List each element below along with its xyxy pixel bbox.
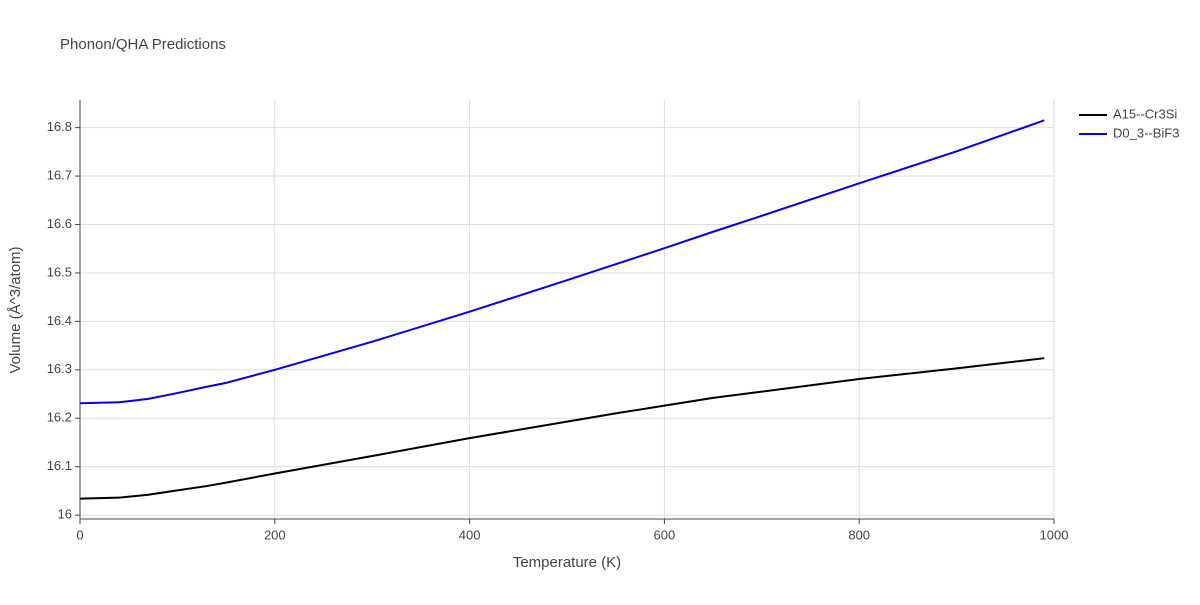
x-tick-label: 400 <box>459 527 481 542</box>
legend-label: D0_3--BiF3 <box>1113 125 1179 140</box>
y-tick-label: 16.5 <box>47 264 72 279</box>
y-tick-label: 16.8 <box>47 119 72 134</box>
line-series <box>79 119 1045 405</box>
x-tick-label: 600 <box>654 527 676 542</box>
y-axis-label: Volume (Å^3/atom) <box>7 246 24 373</box>
x-tick-label: 1000 <box>1040 527 1069 542</box>
y-tick-label: 16.3 <box>47 361 72 376</box>
y-tick-label: 16 <box>58 507 72 522</box>
y-tick-label: 16.7 <box>47 167 72 182</box>
y-tick-label: 16.4 <box>47 313 72 328</box>
legend-label: A15--Cr3Si <box>1113 106 1177 121</box>
x-tick-label: 800 <box>848 527 870 542</box>
y-tick-label: 16.6 <box>47 216 72 231</box>
x-tick-label: 0 <box>76 527 83 542</box>
x-axis-label: Temperature (K) <box>513 554 621 571</box>
line-series <box>79 357 1045 500</box>
x-tick-label: 200 <box>264 527 286 542</box>
y-tick-label: 16.2 <box>47 410 72 425</box>
y-tick-label: 16.1 <box>47 458 72 473</box>
chart-title: Phonon/QHA Predictions <box>60 36 226 53</box>
